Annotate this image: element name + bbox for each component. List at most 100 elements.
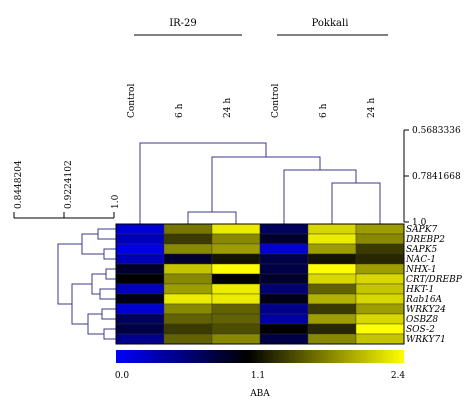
dendrogram-branch [139,142,267,224]
heatmap-cell [355,323,405,335]
row-label: SOS-2 [406,325,435,335]
column-label: 6 h [175,103,185,118]
heatmap-cell [307,323,357,335]
row-label: SAPK5 [406,245,437,255]
heatmap-cell [355,273,405,285]
dendrogram-branch [99,288,116,300]
heatmap-cell [355,243,405,255]
heatmap-cell [115,233,165,245]
heatmap-cell [115,313,165,325]
dendrogram-branch [105,268,116,280]
heatmap-cell [163,303,213,315]
group-label-ir29: IR-29 [169,18,197,29]
heatmap-cell [259,323,309,335]
heatmap-cell [211,273,261,285]
col-scale-tick-3: 1.0 [412,218,427,228]
heatmap-cell [355,283,405,295]
heatmap-cell [259,273,309,285]
heatmap-cell [307,303,357,315]
heatmap-cell [307,263,357,275]
heatmap-cell [211,253,261,265]
dendrogram-branch [81,233,104,255]
row-label: CRT/DREBP [406,275,463,285]
heatmap-cell [163,313,213,325]
column-dendrogram-scale: 0.5683336 0.7841668 1.0 [403,126,461,228]
heatmap-cell [163,253,213,265]
heatmap-cell [307,253,357,265]
group-label-pokkali: Pokkali [312,18,349,29]
heatmap-cell [115,283,165,295]
row-scale-tick-1: 0.8448204 [14,160,24,209]
heatmap-cell [307,283,357,295]
colorbar-title: ABA [249,389,270,399]
heatmap-cell [259,333,309,345]
column-label: 6 h [319,103,329,118]
heatmap-cell [211,283,261,295]
heatmap-cell [211,263,261,275]
heatmap-cell [211,293,261,305]
row-labels: SAPK7DREBP2SAPK5NAC-1NHX-1CRT/DREBPHKT-1… [405,225,463,345]
col-scale-tick-2: 0.7841668 [412,172,461,182]
dendrogram-branch [283,169,357,224]
dendrogram-branch [103,248,116,260]
heatmap-cell [115,323,165,335]
dendrogram-branch [91,273,106,295]
heatmap-cell [307,243,357,255]
heatmap-cell [163,273,213,285]
dendrogram-branch [187,211,237,224]
heatmap-cell [115,223,165,235]
heatmap-cell [115,243,165,255]
heatmap-cell [259,243,309,255]
heatmap-border [115,223,405,345]
column-label: 24 h [223,98,233,118]
row-scale-tick-3: 1.0 [111,194,121,209]
heatmap-cell [115,333,165,345]
heatmap-cell [307,233,357,245]
heatmap-cell [211,303,261,315]
heatmap-cell [259,223,309,235]
heatmap-cell [211,333,261,345]
column-label: Control [271,84,281,118]
heatmap-cell [163,323,213,335]
dendrogram-branch [331,182,381,224]
heatmap-cell [307,273,357,285]
heatmap-cell [259,233,309,245]
row-label: WRKY71 [406,335,446,345]
row-label: WRKY24 [406,305,446,315]
row-label: SAPK7 [406,225,437,235]
heatmap-cell [259,263,309,275]
heatmap-cell [259,313,309,325]
heatmap-cell [211,233,261,245]
row-label: NAC-1 [405,255,436,265]
row-label: DREBP2 [405,235,445,245]
heatmap-cell [355,263,405,275]
heatmap-cell [307,313,357,325]
heatmap-cell [259,283,309,295]
heatmap-cell [163,223,213,235]
dendrogram-branch [101,308,116,320]
colorbar-max-label: 2.4 [391,371,406,381]
row-scale-tick-2: 0.9224102 [64,160,74,209]
heatmap-cell [259,293,309,305]
heatmap-cell [211,243,261,255]
heatmap-cell [355,223,405,235]
colorbar-min-label: 0.0 [115,371,130,381]
row-dendrogram-scale: 0.8448204 0.9224102 1.0 [13,160,121,219]
heatmap-cell [211,323,261,335]
row-label: HKT-1 [405,285,434,295]
dendrogram-branch [211,156,321,212]
column-label: Control [127,84,137,118]
heatmap-cell [355,303,405,315]
heatmap-cell [163,243,213,255]
heatmap-cell [307,223,357,235]
heatmap-cell [163,283,213,295]
colorbar-mid-label: 1.1 [251,371,265,381]
heatmap-cell [259,253,309,265]
heatmap-cell [163,263,213,275]
dendrogram-branch [103,328,116,340]
row-label: OSBZ8 [406,315,438,325]
heatmap-cell [115,303,165,315]
heatmap-cell [163,333,213,345]
heatmap-cell [259,303,309,315]
